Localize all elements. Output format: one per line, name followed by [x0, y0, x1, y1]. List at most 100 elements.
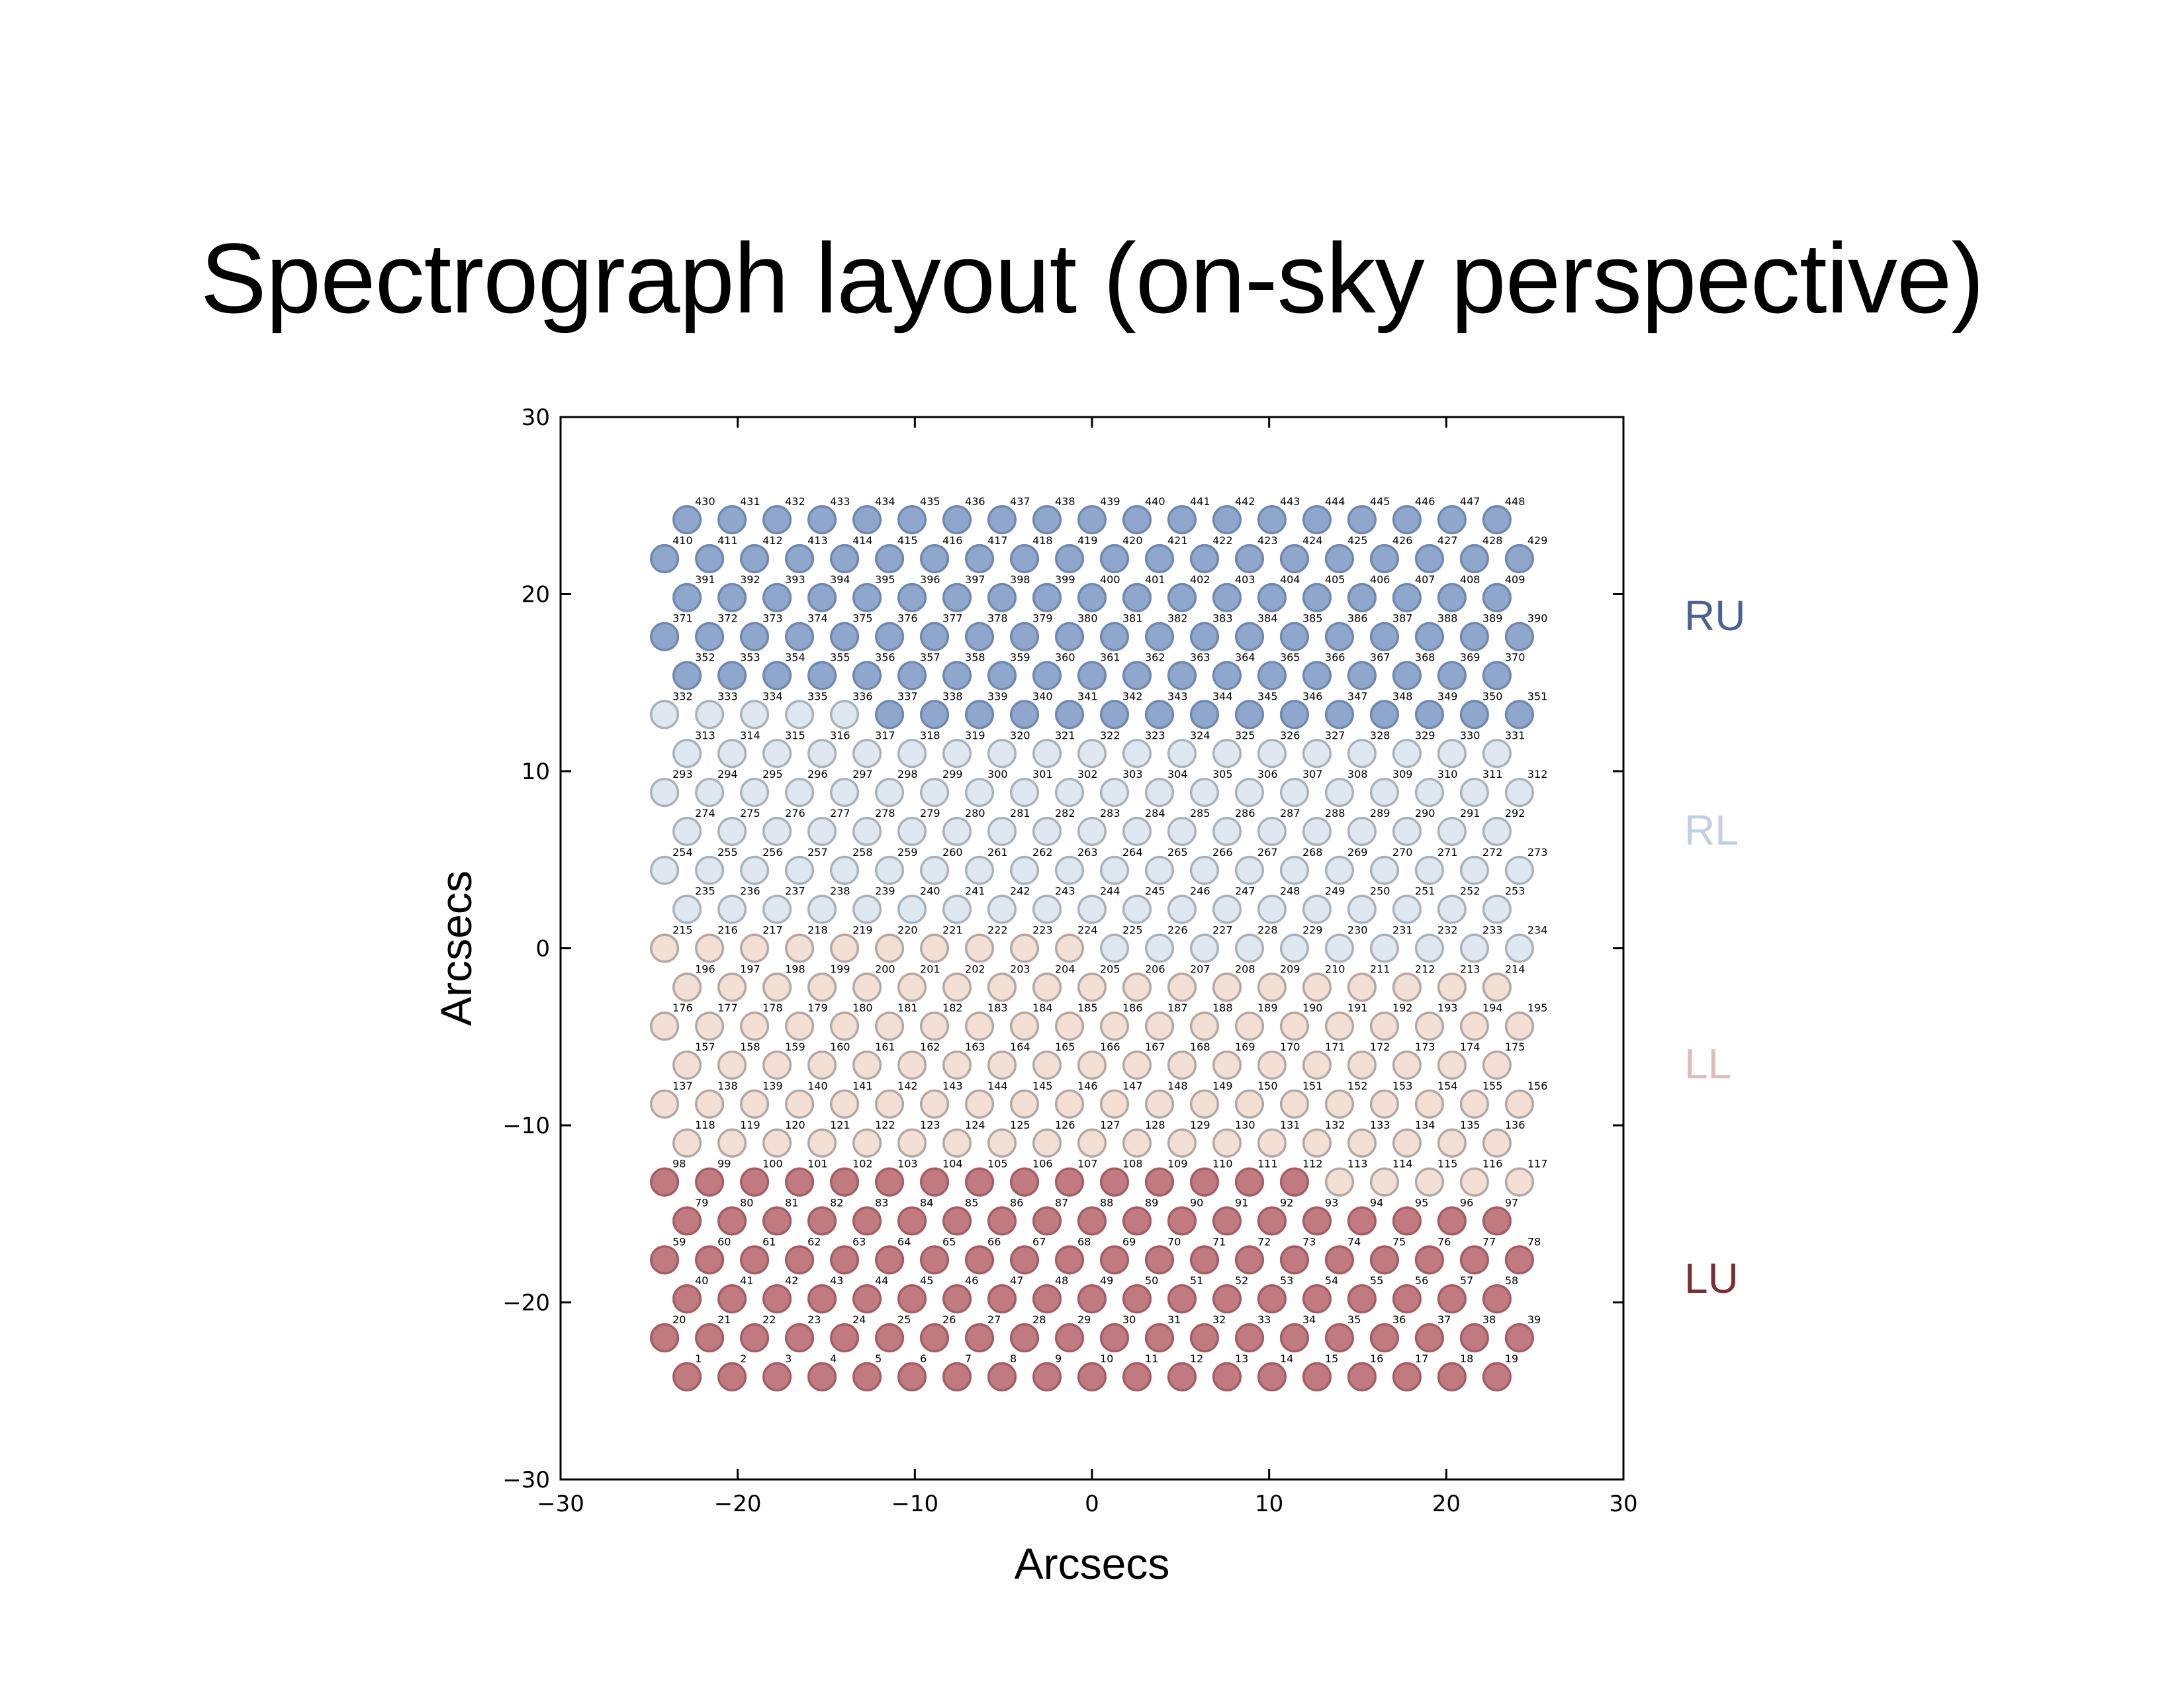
fiber-label: 331 — [1505, 729, 1525, 741]
fiber-433 — [807, 505, 837, 535]
fiber-label: 15 — [1325, 1352, 1338, 1365]
fiber-label: 329 — [1415, 729, 1435, 741]
fiber-label: 434 — [875, 495, 895, 508]
fiber-label: 315 — [785, 729, 805, 741]
fiber-444 — [1302, 505, 1332, 535]
fiber-161 — [852, 1050, 882, 1080]
fiber-329 — [1392, 739, 1422, 769]
fiber-230 — [1324, 933, 1355, 963]
fiber-180 — [829, 1011, 860, 1041]
fiber-345 — [1234, 700, 1265, 729]
fiber-372 — [695, 622, 725, 651]
fiber-label: 194 — [1482, 1002, 1503, 1014]
fiber-318 — [897, 739, 927, 769]
fiber-186 — [1099, 1011, 1130, 1041]
fiber-36 — [1369, 1323, 1400, 1353]
fiber-label: 3 — [785, 1352, 792, 1365]
fiber-135 — [1437, 1128, 1467, 1158]
fiber-label: 61 — [762, 1235, 776, 1248]
fiber-164 — [987, 1050, 1017, 1080]
fiber-label: 103 — [897, 1158, 918, 1170]
fiber-label: 350 — [1482, 690, 1503, 702]
fiber-label: 93 — [1325, 1196, 1338, 1209]
fiber-342 — [1099, 700, 1130, 729]
fiber-label: 29 — [1077, 1313, 1091, 1326]
fiber-label: 145 — [1032, 1080, 1053, 1092]
fiber-label: 389 — [1482, 612, 1503, 625]
fiber-label: 14 — [1280, 1352, 1293, 1365]
fiber-21 — [695, 1323, 725, 1353]
fiber-106 — [1009, 1167, 1040, 1197]
fiber-187 — [1144, 1011, 1175, 1041]
fiber-122 — [852, 1128, 882, 1158]
fiber-168 — [1167, 1050, 1197, 1080]
fiber-label: 173 — [1415, 1041, 1435, 1053]
fiber-label: 76 — [1437, 1235, 1451, 1248]
fiber-77 — [1459, 1245, 1489, 1275]
fiber-107 — [1054, 1167, 1085, 1197]
fiber-label: 381 — [1122, 612, 1143, 625]
fiber-label: 387 — [1392, 612, 1413, 625]
fiber-label: 383 — [1212, 612, 1233, 625]
fiber-label: 92 — [1280, 1196, 1293, 1209]
fiber-148 — [1144, 1089, 1175, 1119]
fiber-label: 238 — [830, 885, 850, 898]
fiber-332 — [650, 700, 680, 729]
fiber-448 — [1482, 505, 1512, 535]
fiber-146 — [1054, 1089, 1085, 1119]
fiber-label: 97 — [1505, 1196, 1518, 1209]
fiber-265 — [1144, 855, 1175, 885]
fiber-116 — [1459, 1167, 1489, 1197]
fiber-348 — [1369, 700, 1400, 729]
fiber-label: 298 — [897, 768, 918, 780]
fiber-216 — [695, 933, 725, 963]
fiber-label: 65 — [942, 1235, 956, 1248]
fiber-label: 422 — [1212, 534, 1233, 547]
fiber-188 — [1189, 1011, 1220, 1041]
fiber-19 — [1482, 1362, 1512, 1391]
fiber-label: 256 — [762, 846, 783, 859]
fiber-396 — [897, 583, 927, 612]
fiber-label: 285 — [1190, 807, 1210, 820]
fiber-label: 110 — [1212, 1158, 1233, 1170]
fiber-label: 155 — [1482, 1080, 1503, 1092]
fiber-label: 345 — [1257, 690, 1278, 702]
fiber-label: 99 — [717, 1158, 731, 1170]
fiber-78 — [1504, 1245, 1534, 1275]
fiber-label: 136 — [1505, 1119, 1525, 1131]
fiber-label: 146 — [1077, 1080, 1098, 1092]
fiber-label: 257 — [807, 846, 828, 859]
fiber-label: 152 — [1347, 1080, 1368, 1092]
fiber-label: 130 — [1235, 1119, 1255, 1131]
fiber-label: 52 — [1235, 1274, 1248, 1287]
fiber-288 — [1302, 816, 1332, 847]
fiber-label: 411 — [717, 534, 738, 547]
x-tick-label: 30 — [1609, 1491, 1637, 1517]
fiber-13 — [1212, 1362, 1242, 1391]
fiber-label: 239 — [875, 885, 895, 898]
fiber-32 — [1189, 1323, 1220, 1353]
fiber-label: 321 — [1055, 729, 1075, 741]
fiber-label: 172 — [1370, 1041, 1390, 1053]
fiber-391 — [672, 583, 702, 612]
fiber-label: 425 — [1347, 534, 1368, 547]
fiber-label: 363 — [1190, 651, 1210, 664]
fiber-431 — [717, 505, 747, 535]
fiber-390 — [1504, 622, 1534, 651]
fiber-257 — [784, 855, 815, 885]
fiber-label: 182 — [942, 1002, 963, 1014]
fiber-label: 360 — [1055, 651, 1075, 664]
fiber-125 — [987, 1128, 1017, 1158]
fiber-label: 215 — [672, 924, 693, 937]
fiber-label: 320 — [1010, 729, 1030, 741]
fiber-263 — [1054, 855, 1085, 885]
fiber-24 — [829, 1323, 860, 1353]
fiber-label: 300 — [987, 768, 1008, 780]
fiber-label: 150 — [1257, 1080, 1278, 1092]
fiber-label: 149 — [1212, 1080, 1233, 1092]
fiber-185 — [1054, 1011, 1085, 1041]
fiber-262 — [1009, 855, 1040, 885]
fiber-221 — [919, 933, 950, 963]
fiber-label: 244 — [1100, 885, 1120, 898]
fiber-label: 397 — [965, 573, 985, 586]
